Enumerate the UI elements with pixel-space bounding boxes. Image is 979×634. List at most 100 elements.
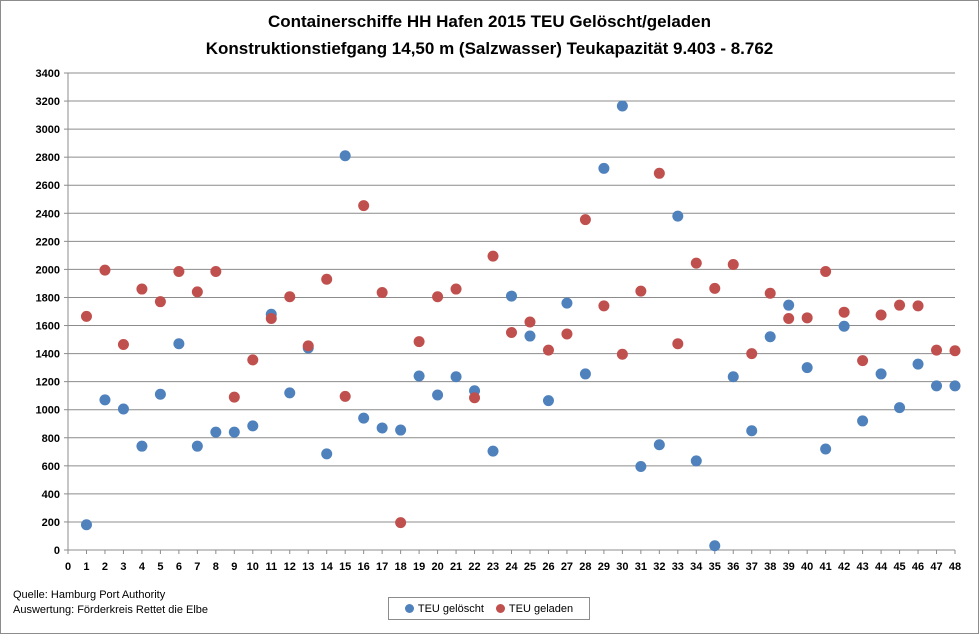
legend-label-geladen: TEU geladen [508, 602, 574, 615]
x-tick-label: 38 [764, 561, 776, 573]
point-teu-geladen [690, 257, 702, 269]
point-teu-geladen [413, 336, 425, 348]
y-tick-label: 200 [42, 517, 60, 529]
point-teu-geladen [173, 266, 185, 278]
point-teu-geloescht [709, 540, 721, 552]
point-teu-geloescht [117, 403, 129, 415]
point-teu-geloescht [210, 426, 222, 438]
y-tick-label: 1200 [36, 377, 60, 389]
x-tick-label: 3 [120, 561, 126, 573]
point-teu-geladen [579, 214, 591, 226]
point-teu-geladen [395, 517, 407, 529]
point-teu-geladen [801, 312, 813, 324]
point-teu-geladen [358, 200, 370, 212]
x-tick-label: 11 [265, 561, 277, 573]
x-tick-label: 36 [727, 561, 739, 573]
x-tick-label: 10 [247, 561, 259, 573]
legend-marker-geloescht [404, 604, 414, 613]
y-tick-label: 2600 [36, 180, 60, 192]
x-tick-label: 1 [83, 561, 89, 573]
y-tick-label: 1600 [36, 321, 60, 333]
legend-label-geloescht: TEU gelöscht [417, 602, 484, 615]
point-teu-geladen [875, 309, 887, 321]
y-tick-label: 3200 [36, 96, 60, 108]
x-tick-label: 4 [139, 561, 146, 573]
x-tick-label: 32 [653, 561, 665, 573]
x-tick-label: 35 [709, 561, 721, 573]
x-tick-label: 40 [801, 561, 813, 573]
point-teu-geladen [616, 348, 628, 360]
x-tick-label: 33 [672, 561, 684, 573]
y-tick-label: 2400 [36, 208, 60, 220]
point-teu-geladen [857, 355, 869, 367]
point-teu-geladen [487, 250, 499, 262]
x-tick-label: 30 [616, 561, 628, 573]
y-tick-label: 800 [42, 433, 60, 445]
x-tick-label: 20 [431, 561, 443, 573]
point-teu-geloescht [912, 358, 924, 370]
point-teu-geladen [80, 310, 92, 322]
x-tick-label: 0 [65, 561, 71, 573]
point-teu-geladen [894, 299, 906, 311]
point-teu-geladen [191, 286, 203, 298]
point-teu-geloescht [136, 440, 148, 452]
point-teu-geladen [99, 264, 111, 276]
point-teu-geloescht [432, 389, 444, 401]
x-tick-label: 19 [413, 561, 425, 573]
y-tick-label: 400 [42, 489, 60, 501]
point-teu-geloescht [690, 455, 702, 467]
point-teu-geloescht [875, 368, 887, 380]
point-teu-geloescht [838, 320, 850, 332]
point-teu-geloescht [191, 440, 203, 452]
point-teu-geloescht [413, 370, 425, 382]
x-tick-label: 46 [912, 561, 924, 573]
x-tick-label: 26 [542, 561, 554, 573]
point-teu-geloescht [727, 371, 739, 383]
y-tick-label: 1400 [36, 349, 60, 361]
x-tick-label: 27 [561, 561, 573, 573]
point-teu-geloescht [949, 380, 961, 392]
point-teu-geloescht [672, 210, 684, 222]
x-tick-label: 6 [176, 561, 182, 573]
point-teu-geladen [136, 283, 148, 295]
point-teu-geladen [265, 313, 277, 325]
chart-subtitle: Konstruktionstiefgang 14,50 m (Salzwasse… [205, 39, 774, 58]
point-teu-geloescht [894, 402, 906, 414]
x-tick-label: 2 [102, 561, 108, 573]
point-teu-geladen [210, 266, 222, 278]
point-teu-geladen [672, 338, 684, 350]
x-tick-label: 39 [783, 561, 795, 573]
x-tick-label: 16 [358, 561, 370, 573]
x-tick-label: 41 [820, 561, 832, 573]
x-tick-label: 5 [157, 561, 163, 573]
point-teu-geladen [931, 344, 943, 356]
point-teu-geladen [302, 340, 314, 352]
x-tick-label: 42 [838, 561, 850, 573]
x-tick-label: 34 [690, 561, 703, 573]
x-tick-label: 23 [487, 561, 499, 573]
analysis-note: Auswertung: Förderkreis Rettet die Elbe [13, 604, 209, 616]
point-teu-geladen [542, 344, 554, 356]
point-teu-geladen [247, 354, 259, 366]
x-tick-label: 45 [893, 561, 905, 573]
x-tick-label: 7 [194, 561, 200, 573]
point-teu-geloescht [450, 371, 462, 383]
x-tick-label: 43 [856, 561, 868, 573]
point-teu-geloescht [339, 150, 351, 162]
point-teu-geloescht [376, 422, 388, 434]
point-teu-geloescht [395, 424, 407, 436]
point-teu-geladen [432, 291, 444, 303]
point-teu-geloescht [801, 362, 813, 374]
point-teu-geloescht [247, 420, 259, 432]
x-tick-label: 24 [505, 561, 518, 573]
x-tick-label: 13 [302, 561, 314, 573]
chart-title: Containerschiffe HH Hafen 2015 TEU Gelös… [267, 12, 712, 31]
point-teu-geladen [469, 392, 481, 404]
point-teu-geladen [561, 328, 573, 340]
point-teu-geloescht [653, 439, 665, 451]
y-tick-label: 2200 [36, 236, 60, 248]
x-tick-label: 18 [395, 561, 407, 573]
point-teu-geloescht [228, 426, 240, 438]
